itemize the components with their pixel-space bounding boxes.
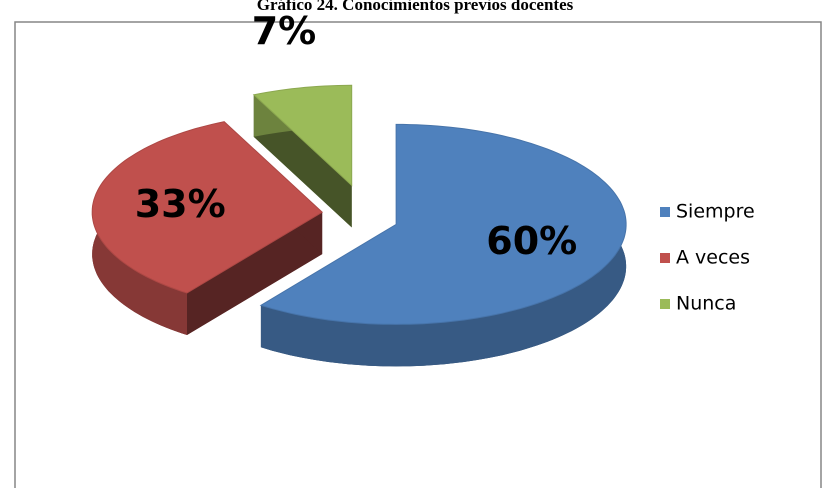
slice-wall [186,212,323,336]
legend-label: A veces [676,247,750,269]
legend-swatch [660,207,670,217]
data-label: 7% [252,9,317,53]
slice [91,121,323,294]
legend: Siempre A veces Nunca [660,201,755,315]
legend-swatch [660,253,670,263]
data-label: 33% [135,182,226,226]
pie: 60% 33% 7% [91,9,627,367]
legend-swatch [660,299,670,309]
slice [252,84,353,187]
legend-label: Nunca [676,293,736,315]
legend-label: Siempre [676,201,755,223]
data-label: 60% [486,219,577,263]
slice [259,123,627,325]
chart-title: Gráfico 24. Conocimientos previos docent… [257,0,574,14]
